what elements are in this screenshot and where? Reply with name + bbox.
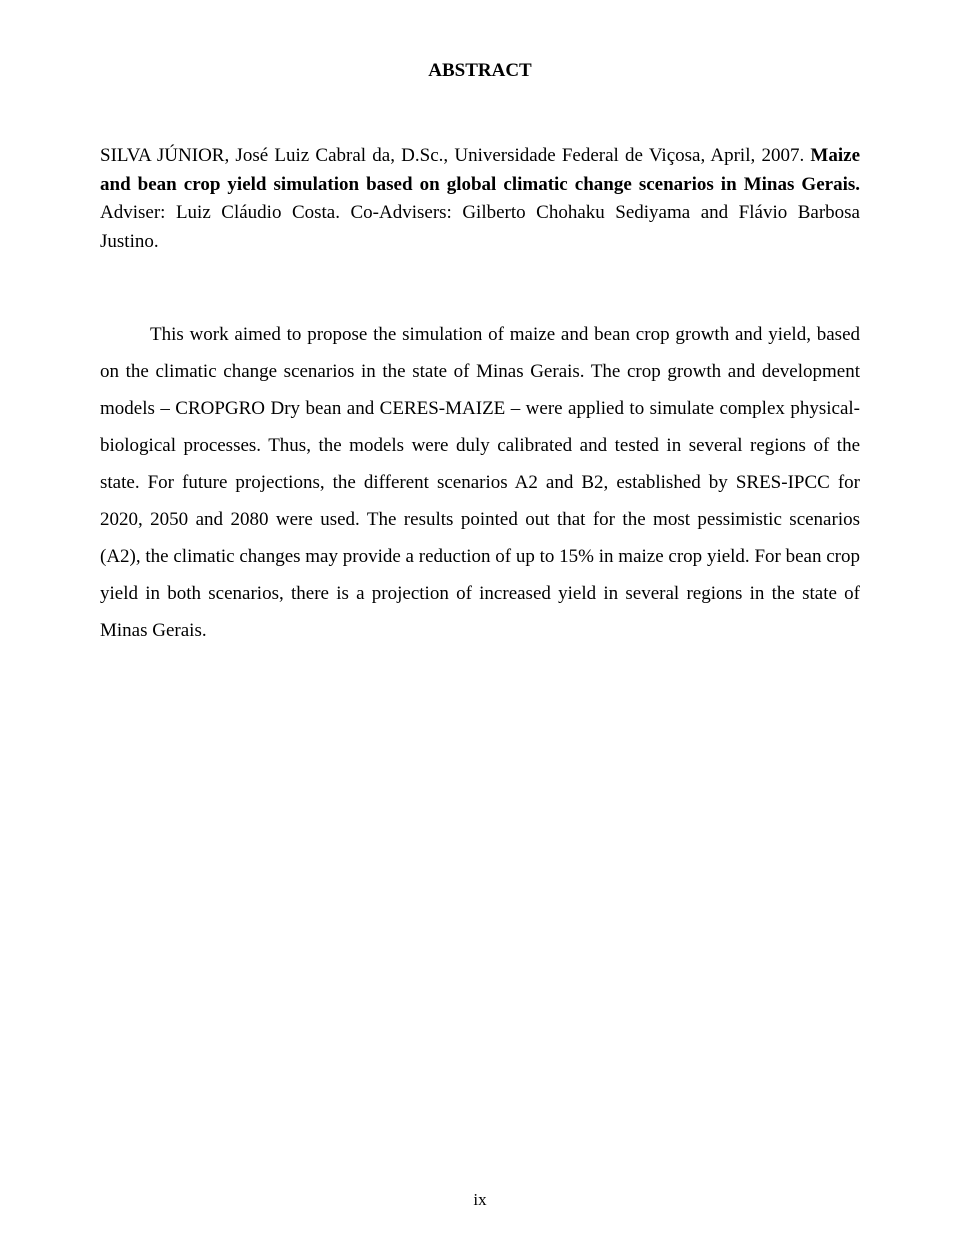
abstract-body: This work aimed to propose the simulatio…: [100, 316, 860, 649]
page-number: ix: [0, 1190, 960, 1210]
reference-adviser: Adviser: Luiz Cláudio Costa. Co-Advisers…: [100, 202, 860, 252]
section-title: ABSTRACT: [100, 60, 860, 82]
reference-paragraph: SILVA JÚNIOR, José Luiz Cabral da, D.Sc.…: [100, 142, 860, 256]
reference-author: SILVA JÚNIOR, José Luiz Cabral da, D.Sc.…: [100, 145, 810, 166]
